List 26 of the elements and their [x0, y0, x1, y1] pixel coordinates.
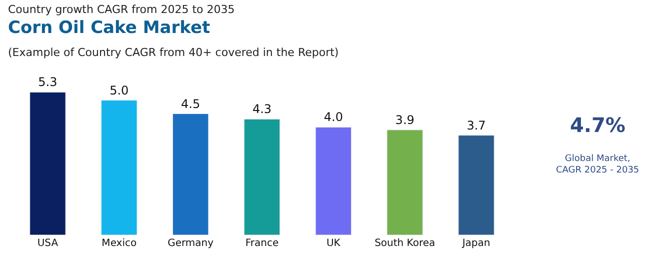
bar: [458, 135, 494, 235]
chart-subtitle: Country growth CAGR from 2025 to 2035: [8, 3, 235, 16]
bar: [315, 126, 352, 235]
data-label: 5.3: [38, 75, 58, 90]
chart-title: Corn Oil Cake Market: [8, 18, 210, 38]
x-tick-label: Mexico: [102, 238, 137, 249]
x-tick-label: Japan: [461, 238, 490, 249]
data-label: 3.7: [466, 118, 486, 132]
x-tick-label: Germany: [168, 238, 214, 249]
bar: [172, 114, 209, 235]
x-tick-label: France: [245, 238, 279, 249]
bar: [30, 92, 66, 235]
data-label: 4.5: [181, 96, 200, 111]
data-label: 4.3: [252, 102, 272, 116]
bar: [101, 100, 138, 235]
bar: [386, 130, 423, 235]
text: (Example of Country CAGR from 40+ covered in the Report): [8, 46, 339, 59]
x-tick-label: South Korea: [374, 238, 436, 249]
data-label: 4.0: [324, 110, 343, 124]
data-label: 3.9: [395, 112, 414, 127]
text: Global Market, CAGR 2025 - 2035: [556, 154, 640, 176]
data-label: 5.0: [110, 83, 129, 98]
text: 4.7%: [570, 113, 626, 137]
x-tick-label: UK: [326, 238, 341, 249]
x-tick-label: USA: [37, 238, 58, 249]
bar: [244, 118, 280, 235]
